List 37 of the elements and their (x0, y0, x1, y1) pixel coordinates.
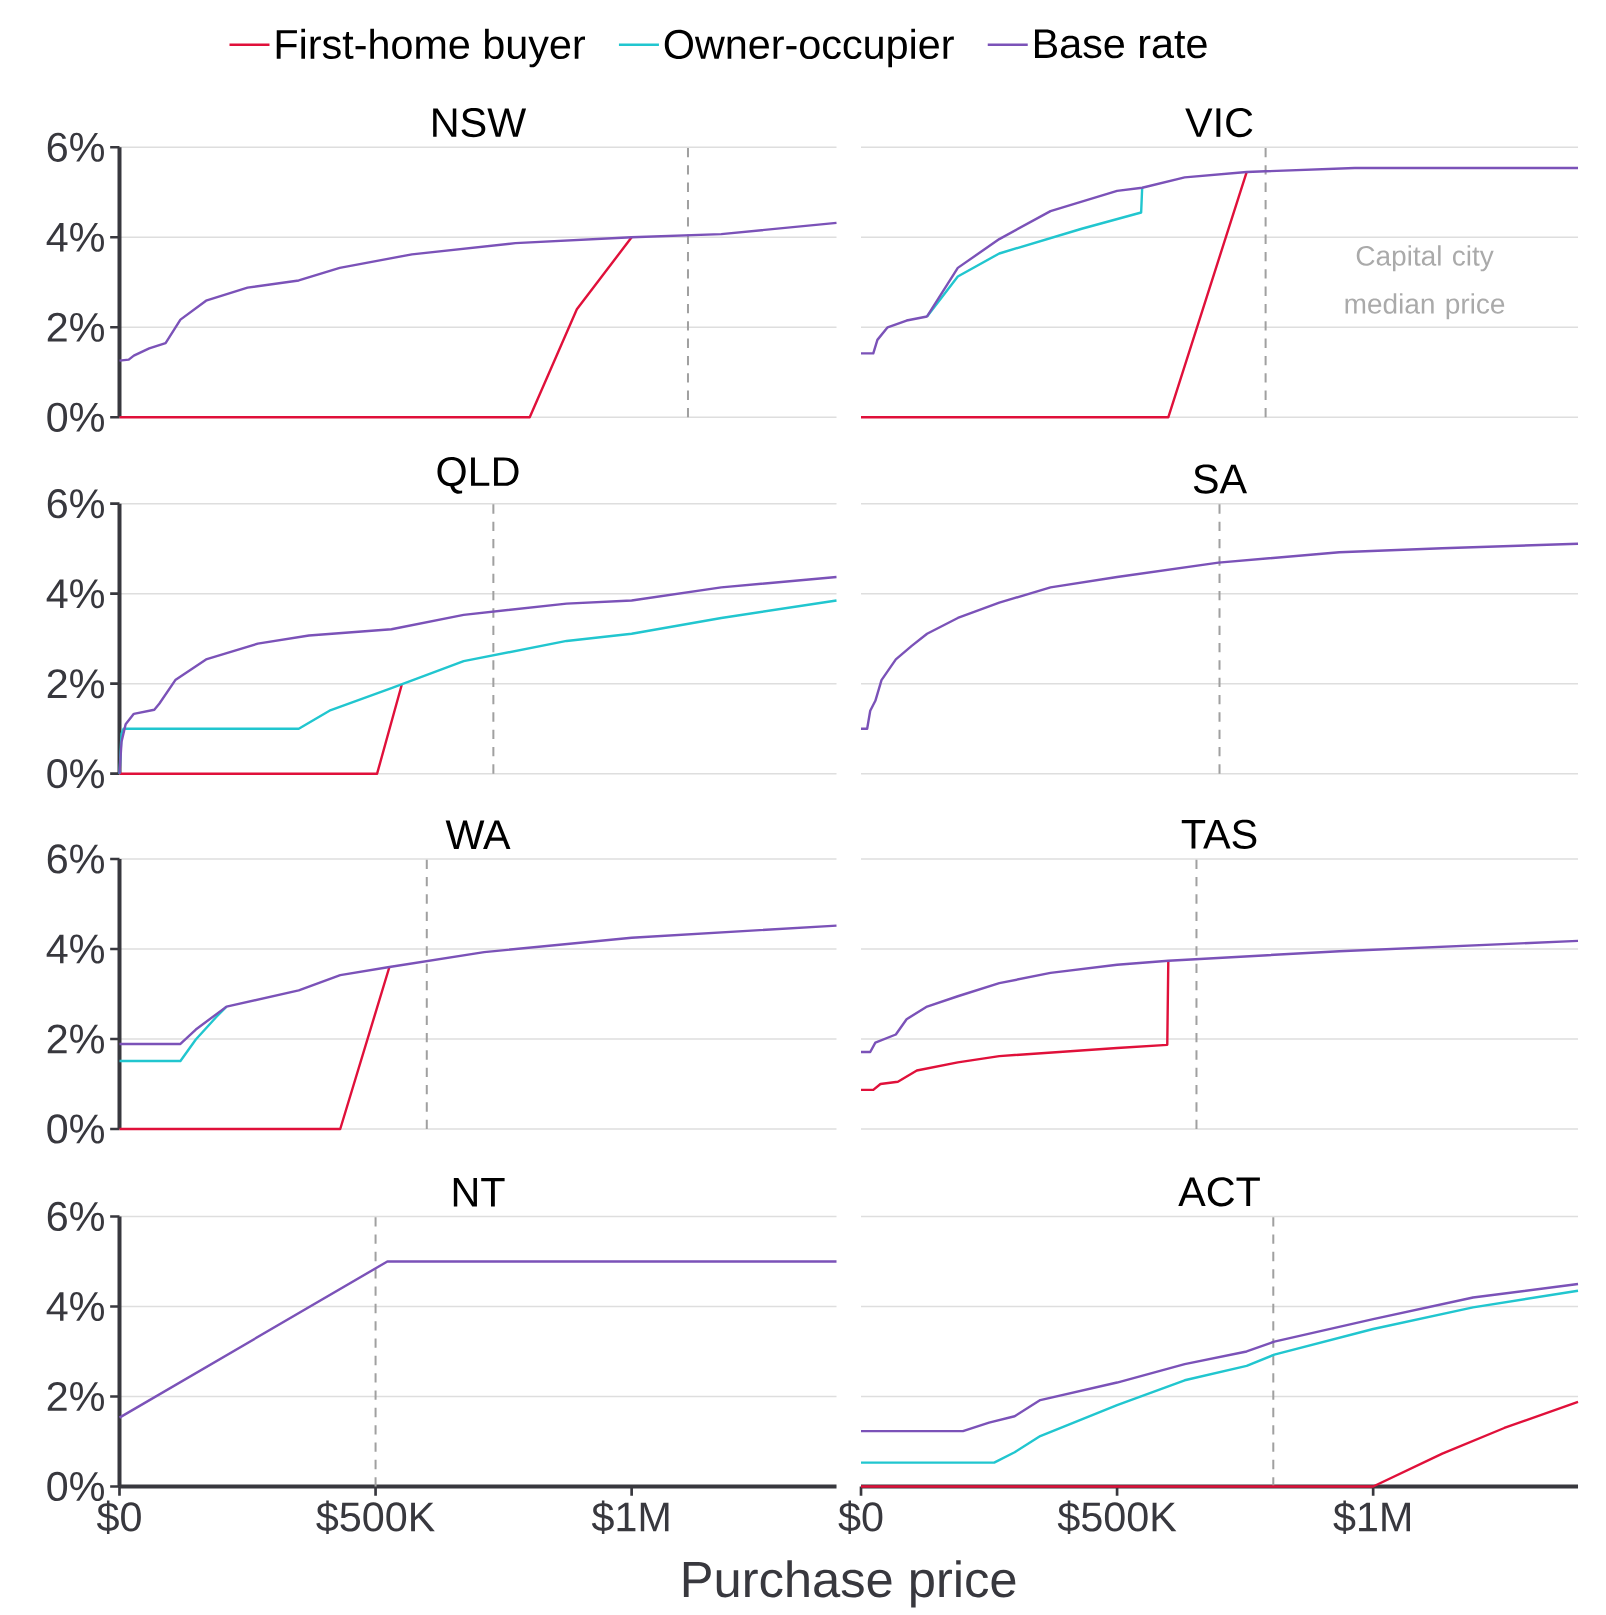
x-tick-label: $500K (316, 1500, 435, 1534)
x-tick-label: $0 (96, 1500, 141, 1534)
legend-label: Base rate (1035, 29, 1207, 59)
chart-title: SA (1193, 464, 1248, 494)
x-tick-label: $1M (591, 1500, 669, 1534)
x-tick-label: $0 (838, 1500, 883, 1534)
legend-label: First-home buyer (276, 28, 585, 68)
legend-label: Owner-occupier (664, 28, 954, 68)
y-tick-label: 0% (47, 1114, 104, 1144)
chart-title: QLD (437, 456, 519, 494)
y-tick-label: 0% (47, 1471, 104, 1502)
chart-title: TAS (1181, 819, 1257, 849)
y-tick-label: 0% (47, 759, 104, 789)
chart-title: NSW (433, 107, 527, 138)
y-tick-label: 6% (47, 489, 104, 519)
chart-title: WA (445, 820, 511, 849)
line-series (118, 221, 838, 362)
x-tick-label: $1M (1333, 1500, 1410, 1534)
chart-title: NT (453, 1178, 505, 1207)
y-tick-label: 6% (47, 1201, 104, 1232)
y-tick-label: 0% (47, 402, 104, 432)
line-series (118, 924, 838, 1046)
annotation: Capital city median price (1345, 245, 1505, 320)
x-axis-title: Purchase price (683, 1560, 1016, 1608)
y-tick-label: 6% (47, 132, 104, 162)
y-tick-label: 2% (47, 1024, 104, 1054)
y-tick-label: 2% (47, 1381, 104, 1412)
y-tick-label: 4% (46, 1292, 104, 1321)
x-tick-label: $500K (1057, 1500, 1177, 1534)
y-tick-label: 2% (47, 669, 104, 699)
y-tick-label: 4% (46, 222, 104, 252)
y-tick-label: 4% (46, 934, 104, 964)
y-tick-label: 4% (46, 579, 104, 609)
y-tick-label: 2% (47, 312, 104, 342)
chart-title: ACT (1178, 1177, 1260, 1207)
y-tick-label: 6% (47, 844, 104, 874)
chart-title: VIC (1185, 107, 1253, 138)
